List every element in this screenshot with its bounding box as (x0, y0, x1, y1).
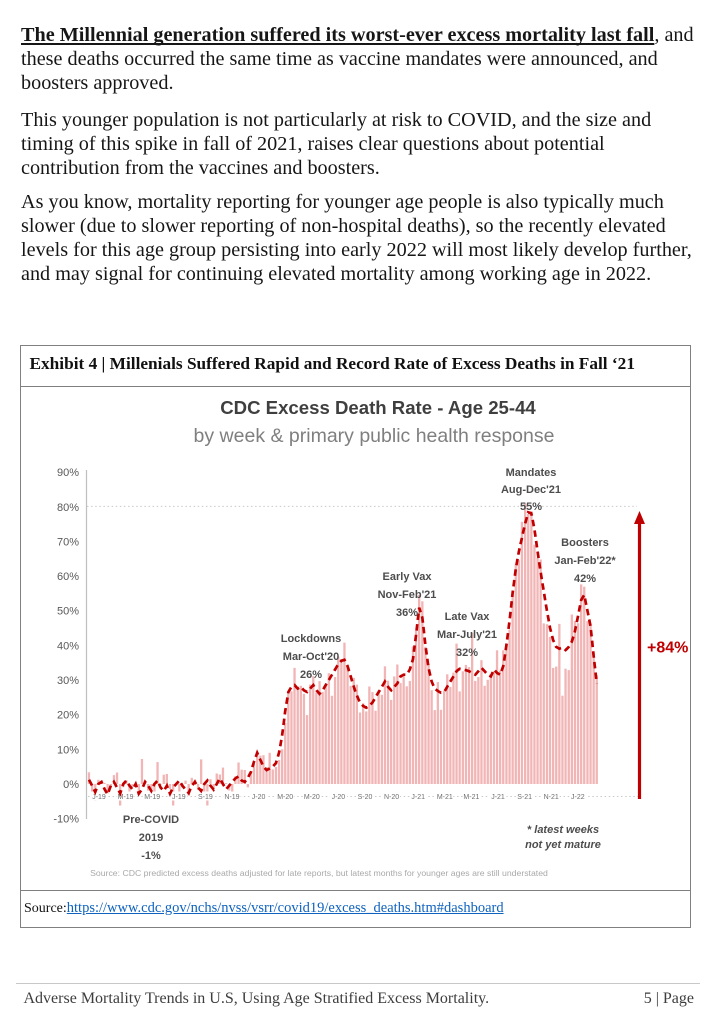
svg-text:Source: CDC predicted excess d: Source: CDC predicted excess deaths adju… (90, 868, 548, 878)
svg-text:+84%: +84% (647, 640, 688, 657)
svg-text:M-19: M-19 (144, 794, 160, 801)
svg-text:N-21: N-21 (544, 794, 559, 801)
svg-text:N-19: N-19 (224, 794, 239, 801)
svg-text:S-19: S-19 (198, 794, 213, 801)
svg-text:M-21: M-21 (437, 794, 453, 801)
svg-text:2019: 2019 (139, 832, 163, 844)
svg-text:Nov-Feb'21: Nov-Feb'21 (378, 589, 437, 601)
svg-text:Aug-Dec'21: Aug-Dec'21 (501, 484, 561, 496)
svg-text:J-22: J-22 (571, 794, 585, 801)
svg-text:by week & primary public healt: by week & primary public health response (194, 425, 555, 447)
svg-text:80%: 80% (57, 502, 79, 514)
svg-text:J-21: J-21 (411, 794, 425, 801)
svg-text:S-21: S-21 (517, 794, 532, 801)
svg-text:50%: 50% (57, 606, 79, 618)
svg-text:CDC Excess Death Rate - Age 25: CDC Excess Death Rate - Age 25-44 (220, 397, 536, 418)
svg-text:J-20: J-20 (252, 794, 266, 801)
svg-text:20%: 20% (57, 710, 79, 722)
svg-text:not yet mature: not yet mature (525, 839, 601, 851)
svg-text:26%: 26% (300, 669, 322, 681)
svg-text:Pre-COVID: Pre-COVID (123, 814, 179, 826)
svg-text:Boosters: Boosters (561, 537, 609, 549)
svg-text:60%: 60% (57, 571, 79, 583)
svg-text:M-20: M-20 (304, 794, 320, 801)
svg-text:J-21: J-21 (491, 794, 505, 801)
svg-text:Mar-July'21: Mar-July'21 (437, 629, 497, 641)
svg-text:55%: 55% (520, 501, 542, 513)
svg-text:M-19: M-19 (118, 794, 134, 801)
svg-text:0%: 0% (63, 779, 79, 791)
svg-text:90%: 90% (57, 467, 79, 479)
svg-text:70%: 70% (57, 536, 79, 548)
svg-text:J-20: J-20 (332, 794, 346, 801)
svg-text:Late Vax: Late Vax (445, 611, 491, 623)
svg-text:Early Vax: Early Vax (383, 571, 433, 583)
svg-text:S-20: S-20 (358, 794, 373, 801)
svg-text:-1%: -1% (141, 850, 161, 862)
svg-text:Mar-Oct'20: Mar-Oct'20 (283, 651, 339, 663)
svg-text:J-19: J-19 (92, 794, 106, 801)
svg-text:M-21: M-21 (463, 794, 479, 801)
svg-text:* latest weeks: * latest weeks (527, 824, 599, 836)
svg-text:30%: 30% (57, 675, 79, 687)
svg-text:Jan-Feb'22*: Jan-Feb'22* (554, 555, 616, 567)
svg-text:Lockdowns: Lockdowns (281, 633, 342, 645)
svg-text:42%: 42% (574, 573, 596, 585)
svg-text:-10%: -10% (53, 814, 79, 826)
svg-text:40%: 40% (57, 640, 79, 652)
svg-text:10%: 10% (57, 744, 79, 756)
svg-text:M-20: M-20 (277, 794, 293, 801)
svg-text:J-19: J-19 (172, 794, 186, 801)
svg-text:Mandates: Mandates (506, 467, 557, 479)
svg-text:36%: 36% (396, 607, 418, 619)
svg-text:32%: 32% (456, 647, 478, 659)
svg-text:N-20: N-20 (384, 794, 399, 801)
